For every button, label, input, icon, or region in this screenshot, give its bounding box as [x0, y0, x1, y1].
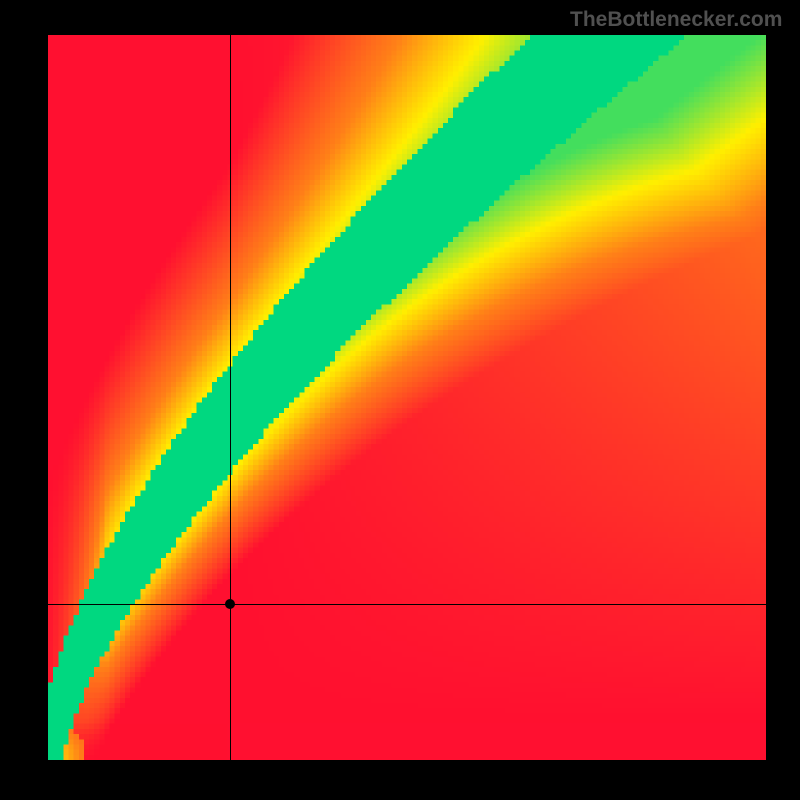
heatmap-canvas: [48, 35, 766, 760]
watermark-text: TheBottlenecker.com: [570, 8, 782, 32]
crosshair-horizontal: [48, 604, 766, 605]
chart-container: TheBottlenecker.com: [0, 0, 800, 800]
crosshair-vertical: [230, 35, 231, 760]
data-point-marker: [225, 599, 235, 609]
